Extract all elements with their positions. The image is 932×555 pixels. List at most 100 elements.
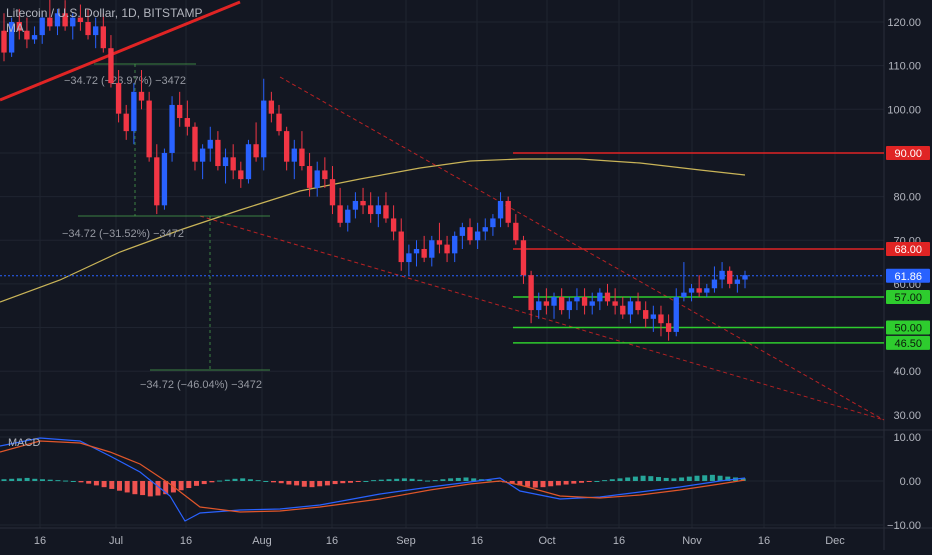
candle-body [39,17,45,36]
chart-title: Litecoin / U.S. Dollar, 1D, BITSTAMP [6,6,203,20]
candle-body [31,35,38,40]
macd-histogram-bar [448,478,454,481]
macd-histogram-bar [717,475,723,481]
candle-body [238,170,244,180]
x-axis-tick-label: 16 [758,535,770,547]
candle-body [329,179,336,206]
macd-histogram-bar [386,479,392,481]
price-axis-tick-label: 100.00 [887,104,921,116]
macd-histogram-bar [694,475,700,481]
descending-trendline-upper [279,76,885,421]
candle-body [704,288,710,293]
candle-body [627,301,634,315]
candle-body [490,218,496,228]
x-axis-tick-label: Nov [682,535,702,547]
price-level-tag [886,268,930,283]
macd-histogram-bar [155,481,161,496]
price-axis-tick-label: 40.00 [893,366,921,378]
macd-histogram-bar [555,481,561,486]
macd-histogram-bar [532,481,538,488]
price-level-tag-label: 57.00 [894,292,922,304]
macd-histogram-bar [340,481,346,484]
macd-histogram-bar [55,480,61,482]
candle-body [115,83,122,114]
macd-histogram-bar [525,481,531,487]
candle-body [291,148,297,162]
candle-body [688,288,695,293]
macd-histogram-bar [224,479,230,481]
candle-body [169,104,175,153]
macd-histogram-bar [571,481,577,484]
candle-body [505,200,511,223]
candle-body [536,301,542,311]
macd-histogram-bar [517,481,523,486]
measure-annotation: −34.72 (−46.04%) −3472 [140,379,262,391]
macd-histogram-bar [294,481,300,486]
candle-body [314,170,320,188]
candle-body [276,113,282,132]
candle-body [566,301,572,311]
candle-body [222,157,229,167]
macd-histogram-bar [671,478,677,481]
macd-histogram-bar [648,476,654,481]
indicator-label[interactable]: MA [6,21,24,35]
x-axis-tick-label: Aug [252,535,272,547]
x-axis-tick-label: Jul [109,535,123,547]
candle-body [474,231,481,241]
price-level-tag-label: 61.86 [894,271,922,283]
macd-histogram-bar [309,481,315,488]
macd-pane-label[interactable]: MACD [8,437,41,449]
price-level-tag-label: 50.00 [894,323,922,335]
x-axis-tick-label: 16 [326,535,338,547]
candle-body [383,205,389,219]
candle-body [413,248,420,254]
macd-histogram-bar [232,478,238,481]
macd-histogram-bar [70,481,76,482]
macd-histogram-bar [740,478,746,481]
macd-histogram-bar [301,481,307,487]
candle-body [406,253,412,263]
candle-body [299,148,305,167]
candle-body [77,17,84,22]
candle-body [681,292,687,297]
candle-body [131,91,137,132]
candle-body [283,131,290,162]
candle-body [199,148,206,162]
macd-histogram-bar [617,478,623,481]
candle-body [85,22,91,36]
candle-body [306,166,313,188]
candle-body [444,244,450,254]
x-axis-tick-label: 16 [180,535,192,547]
macd-histogram-bar [47,479,53,481]
candle-body [92,26,99,36]
macd-histogram-bar [78,481,84,483]
macd-histogram-bar [401,478,407,481]
macd-histogram-bar [417,479,423,481]
candle-body [482,227,488,232]
macd-histogram-bar [132,481,138,495]
price-level-tag-label: 90.00 [894,148,922,160]
macd-histogram-bar [709,474,715,481]
macd-histogram-bar [725,476,731,481]
candle-body [123,113,129,132]
candle-body [360,200,366,206]
price-axis-tick-label: 120.00 [887,17,921,29]
price-axis-tick-label: 110.00 [888,61,921,73]
macd-histogram-bar [663,477,669,481]
x-axis-tick-label: 16 [471,535,483,547]
candle-body [643,310,649,319]
candle-body [268,100,275,114]
macd-histogram-bar [16,478,22,481]
candle-body [528,275,534,311]
candle-body [604,292,611,302]
macd-axis-tick-label: −10.00 [887,520,921,532]
candle-body [581,296,588,306]
macd-histogram-bar [348,481,353,483]
candle-body [520,240,527,276]
candle-body [368,205,374,215]
candle-body [421,248,427,258]
price-axis-tick-label: 80.00 [893,192,921,204]
candle-body [497,200,504,219]
